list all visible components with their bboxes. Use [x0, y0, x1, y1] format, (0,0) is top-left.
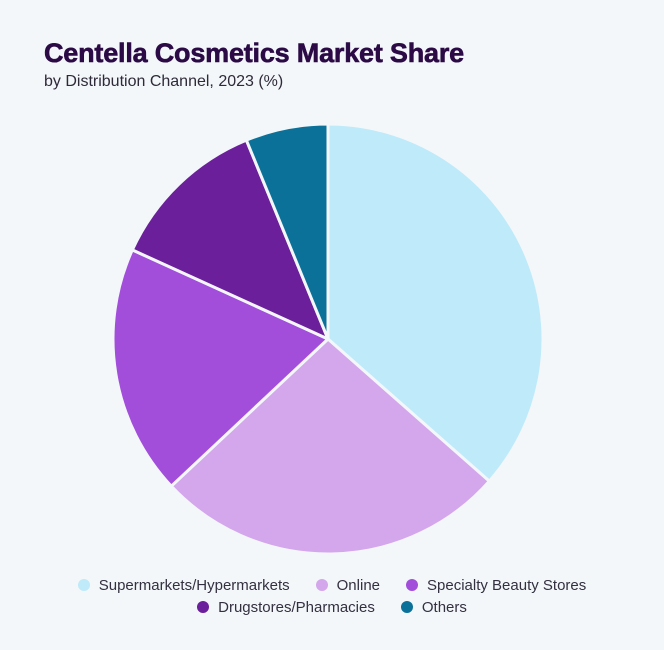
chart-subtitle: by Distribution Channel, 2023 (%) [44, 73, 284, 90]
legend-row-1: Supermarkets/Hypermarkets Online Special… [0, 574, 664, 596]
legend-label: Specialty Beauty Stores [427, 576, 587, 594]
legend-item-supermarkets: Supermarkets/Hypermarkets [77, 576, 290, 594]
pie-slice-specialty-beauty-stores [111, 248, 330, 488]
legend-swatch-drugstores [197, 601, 210, 613]
legend-swatch-online [315, 579, 328, 591]
legend-item-online: Online [315, 576, 380, 594]
legend-swatch-specialty [406, 579, 418, 591]
pie-slice-others [244, 122, 330, 341]
legend-swatch-supermarkets [77, 579, 90, 591]
legend-label: Drugstores/Pharmacies [218, 598, 375, 616]
legend-row-2: Drugstores/Pharmacies Others [0, 596, 664, 618]
pie-chart [111, 122, 545, 556]
legend-item-drugstores: Drugstores/Pharmacies [197, 599, 375, 616]
legend-label: Supermarkets/Hypermarkets [98, 576, 290, 594]
pie-chart-svg [111, 122, 545, 556]
chart-title: Centella Cosmetics Market Share [44, 38, 465, 69]
pie-slice-drugstores-pharmacies [130, 138, 330, 341]
legend-swatch-others [400, 601, 413, 613]
legend-item-others: Others [400, 598, 467, 616]
pie-slice-supermarkets-hypermarkets [326, 122, 545, 483]
legend-item-specialty: Specialty Beauty Stores [406, 577, 586, 594]
legend-label: Others [421, 598, 467, 616]
legend-label: Online [336, 576, 380, 594]
chart-legend: Supermarkets/Hypermarkets Online Special… [0, 574, 664, 618]
pie-slice-online [169, 337, 491, 556]
